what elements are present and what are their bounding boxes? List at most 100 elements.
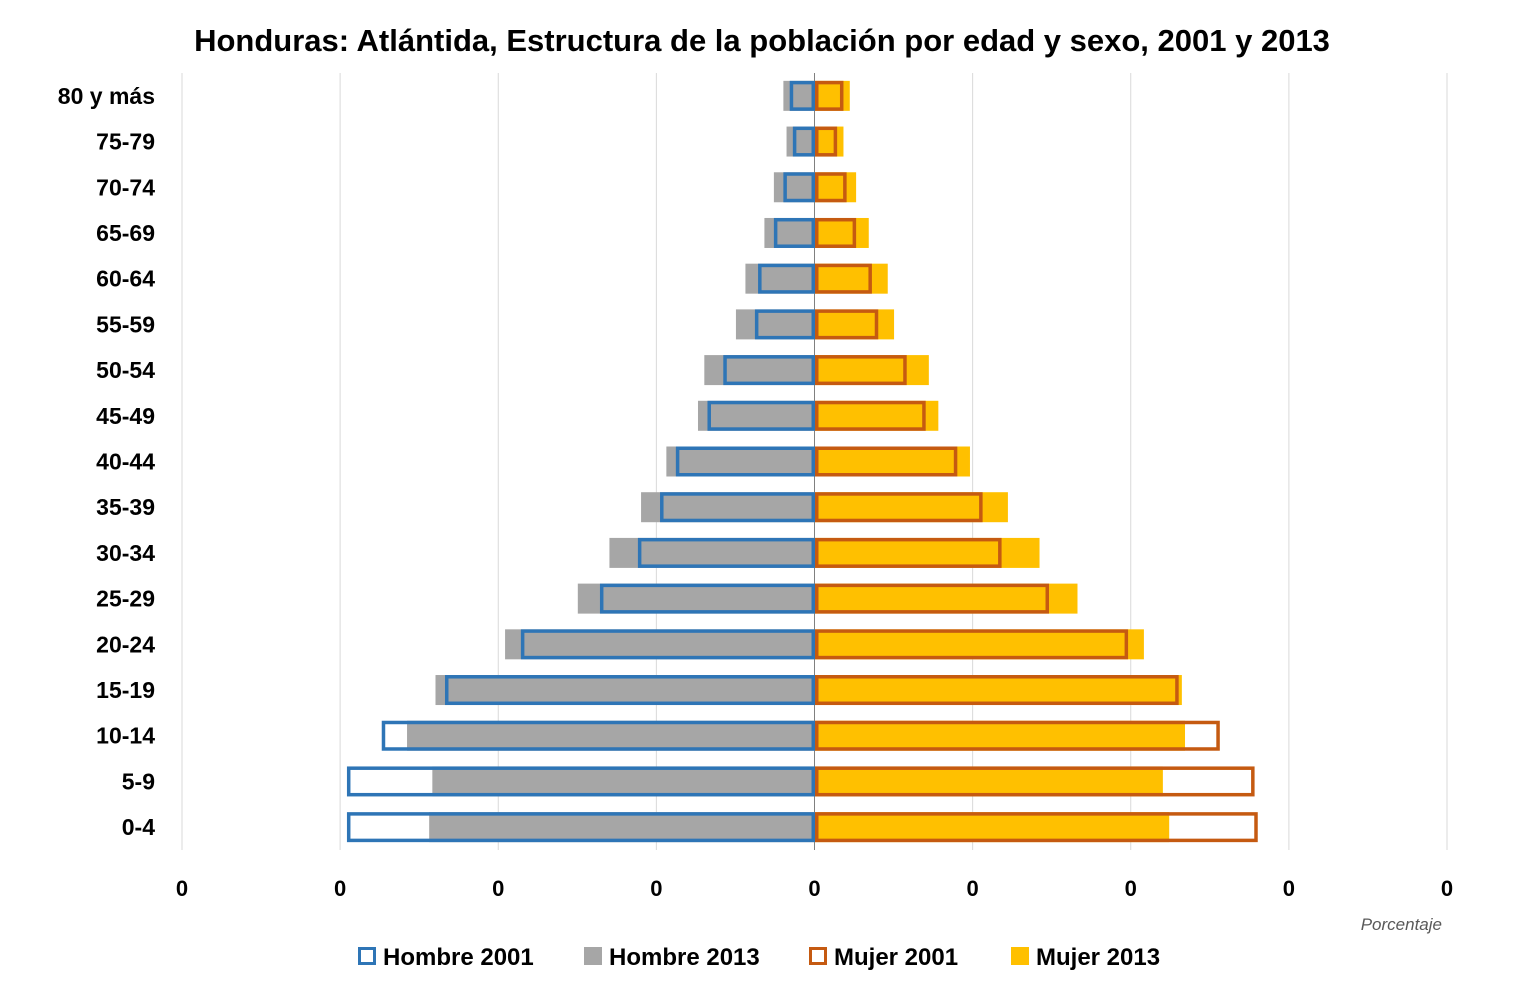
bar-hombre-2001 [675, 446, 815, 477]
x-tick-labels: 0 0 0 0 0 0 0 0 0 [176, 876, 1453, 901]
age-group-label: 10-14 [96, 723, 155, 749]
bar-hombre-2001 [346, 812, 815, 843]
legend-swatch [1011, 947, 1029, 965]
bar-mujer-2001 [815, 492, 983, 523]
bar-mujer-2001 [815, 309, 879, 340]
age-group-label: 40-44 [96, 449, 155, 475]
bar-mujer-2013 [815, 766, 1163, 797]
bar-mujer-2013 [815, 80, 850, 111]
bar-hombre-2013 [704, 355, 815, 386]
x-tick-label: 0 [650, 876, 662, 901]
age-group-label: 75-79 [96, 129, 155, 155]
bar-hombre-2013 [609, 537, 815, 568]
bar-hombre-2001 [660, 492, 815, 523]
age-group-label: 55-59 [96, 311, 155, 337]
bar-mujer-2013 [815, 583, 1078, 614]
x-tick-label: 0 [1441, 876, 1453, 901]
bar-mujer-2001 [815, 217, 857, 248]
x-tick-label: 0 [492, 876, 504, 901]
bar-hombre-2001 [520, 629, 815, 660]
bar-mujer-2013 [815, 400, 939, 431]
bar-hombre-2013 [505, 629, 815, 660]
bar-mujer-2001 [815, 766, 1255, 797]
bar-hombre-2013 [735, 309, 815, 340]
bar-mujer-2013 [815, 446, 970, 477]
bar-hombre-2013 [786, 126, 815, 157]
legend-swatch [809, 947, 827, 965]
bar-hombre-2001 [707, 400, 815, 431]
bar-mujer-2001 [815, 720, 1220, 751]
legend-label: Hombre 2001 [383, 944, 534, 971]
bar-mujer-2013 [815, 492, 1008, 523]
legend-swatch [358, 947, 376, 965]
bar-mujer-2001 [815, 446, 958, 477]
bar-mujer-2013 [815, 629, 1144, 660]
bar-mujer-2013 [815, 309, 895, 340]
bar-hombre-2013 [745, 263, 815, 294]
bar-hombre-2001 [637, 537, 816, 568]
bar-mujer-2001 [815, 355, 907, 386]
chart-title: Honduras: Atlántida, Estructura de la po… [194, 23, 1330, 58]
age-group-label: 15-19 [96, 677, 155, 703]
bar-mujer-2001 [815, 629, 1129, 660]
x-tick-label: 0 [1125, 876, 1137, 901]
bar-mujer-2013 [815, 172, 857, 203]
legend-label: Mujer 2001 [834, 944, 958, 971]
bar-hombre-2013 [641, 492, 815, 523]
age-group-label: 20-24 [96, 631, 155, 657]
bar-hombre-2013 [429, 812, 815, 843]
age-group-label: 5-9 [122, 768, 155, 794]
bar-mujer-2001 [815, 583, 1050, 614]
bar-hombre-2001 [783, 172, 815, 203]
age-group-label: 70-74 [96, 174, 155, 200]
bar-hombre-2013 [435, 675, 815, 706]
bar-hombre-2001 [599, 583, 816, 614]
bar-mujer-2001 [815, 812, 1258, 843]
bar-hombre-2001 [381, 720, 815, 751]
bars-2013 [407, 80, 1186, 843]
bar-hombre-2013 [783, 80, 815, 111]
bar-mujer-2013 [815, 812, 1170, 843]
legend: Hombre 2001 Hombre 2013 Mujer 2001 Mujer 20… [358, 944, 1160, 971]
bar-hombre-2013 [764, 217, 815, 248]
legend-item: Mujer 2013 [1011, 944, 1160, 971]
bar-hombre-2001 [792, 126, 815, 157]
age-group-label: 65-69 [96, 220, 155, 246]
bar-hombre-2001 [723, 355, 815, 386]
bar-mujer-2013 [815, 537, 1040, 568]
age-group-label: 30-34 [96, 540, 155, 566]
x-tick-label: 0 [967, 876, 979, 901]
bar-hombre-2013 [577, 583, 815, 614]
bar-mujer-2013 [815, 720, 1186, 751]
bar-hombre-2001 [754, 309, 815, 340]
legend-label: Hombre 2013 [609, 944, 760, 971]
bar-mujer-2001 [815, 675, 1179, 706]
age-group-label: 50-54 [96, 357, 155, 383]
bar-hombre-2001 [789, 80, 816, 111]
age-group-label: 60-64 [96, 266, 155, 292]
bar-mujer-2001 [815, 80, 844, 111]
age-group-label: 45-49 [96, 403, 155, 429]
legend-item: Hombre 2013 [584, 944, 760, 971]
legend-item: Hombre 2001 [358, 944, 534, 971]
age-group-label: 35-39 [96, 494, 155, 520]
bar-hombre-2001 [758, 263, 816, 294]
x-tick-label: 0 [1283, 876, 1295, 901]
bar-hombre-2001 [773, 217, 816, 248]
legend-swatch [584, 947, 602, 965]
bar-hombre-2013 [697, 400, 815, 431]
bars-2001 [346, 80, 1258, 843]
bar-mujer-2001 [815, 126, 838, 157]
bar-hombre-2001 [444, 675, 815, 706]
bar-mujer-2013 [815, 263, 888, 294]
age-group-label: 25-29 [96, 586, 155, 612]
bar-mujer-2013 [815, 675, 1182, 706]
bar-mujer-2001 [815, 172, 847, 203]
x-tick-label: 0 [176, 876, 188, 901]
age-group-label: 0-4 [122, 814, 155, 840]
bar-mujer-2013 [815, 355, 929, 386]
bar-hombre-2013 [432, 766, 815, 797]
bar-mujer-2001 [815, 263, 872, 294]
legend-label: Mujer 2013 [1036, 944, 1160, 971]
